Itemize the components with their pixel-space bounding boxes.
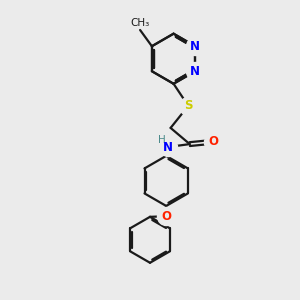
Text: N: N	[163, 141, 173, 154]
Text: CH₃: CH₃	[130, 18, 150, 28]
Text: O: O	[208, 135, 218, 148]
Text: H: H	[158, 135, 166, 145]
Text: N: N	[190, 65, 200, 78]
Text: O: O	[161, 210, 171, 223]
Text: S: S	[184, 99, 193, 112]
Text: N: N	[190, 40, 200, 53]
